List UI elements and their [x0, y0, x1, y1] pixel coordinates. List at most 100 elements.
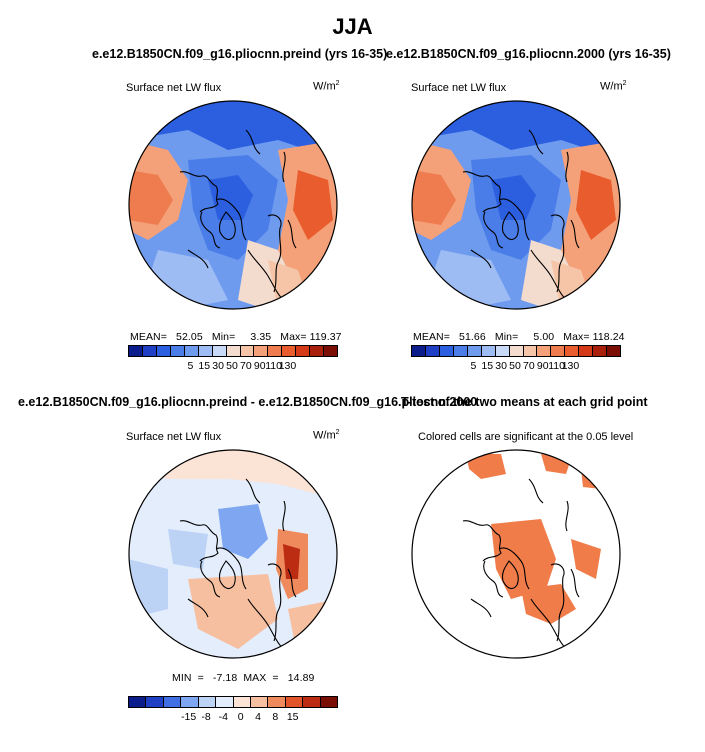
colorbar-cell [212, 346, 227, 356]
colorbar-cell [320, 697, 338, 707]
colorbar-cell [324, 346, 338, 356]
colorbar-cell [593, 346, 608, 356]
colorbar-tick-label: 4 [255, 711, 261, 723]
colorbar-tick-label: 130 [561, 360, 580, 372]
colorbar-cell [453, 346, 468, 356]
colorbar-tick-label: 70 [523, 360, 535, 372]
panel2-variable-label: Surface net LW flux [411, 82, 507, 94]
coastline-segment [187, 249, 209, 269]
colorbar-cell [481, 346, 496, 356]
panel1-colorbar-ticks: 5 15 30 50 70 90 110 130 [128, 360, 336, 374]
panel4-annotation: Colored cells are significant at the 0.0… [418, 431, 634, 443]
panel3-case-title: e.e12.B1850CN.f09_g16.pliocnn.preind - e… [18, 395, 478, 409]
coastline-segment [462, 171, 502, 213]
panel4-map [411, 449, 621, 659]
panel3-colorbar-ticks: -15 -8 -4 0 4 8 15 [128, 711, 336, 725]
colorbar-tick-label: -8 [201, 711, 211, 723]
colorbar-cell [240, 346, 255, 356]
map-boundary [128, 449, 338, 659]
colorbar-cell [216, 697, 234, 707]
colorbar-tick-label: 130 [278, 360, 297, 372]
panel2-case-title: e.e12.B1850CN.f09_g16.pliocnn.2000 (yrs … [386, 47, 671, 61]
coastline-segment [528, 478, 544, 504]
panel1-map [128, 100, 338, 310]
coastline-segment [215, 198, 247, 241]
panel2-colorbar [411, 345, 621, 357]
colorbar-cell [303, 697, 321, 707]
significant-region [571, 539, 601, 579]
panel1-stats: MEAN= 52.05 Min= 3.35 Max= 119.37 [130, 331, 342, 343]
coastline-segment [200, 560, 221, 598]
coastline-segment [247, 598, 285, 650]
colorbar-cell [565, 346, 580, 356]
significant-region [581, 469, 606, 489]
coastline-segment [218, 560, 236, 590]
field-region-low [208, 175, 253, 220]
panel2-units: W/m2 [600, 80, 627, 93]
coastline-segment [483, 560, 504, 598]
map-boundary [128, 100, 338, 310]
colorbar-cell [146, 697, 164, 707]
panel1-units: W/m2 [313, 80, 340, 93]
colorbar-cell [198, 346, 213, 356]
map-boundary [411, 100, 621, 310]
coastline-segment [501, 560, 519, 590]
coastline-segment [267, 214, 282, 293]
coastlines [179, 129, 297, 301]
colorbar-tick-label: 8 [272, 711, 279, 723]
colorbar-cell [551, 346, 566, 356]
coastline-segment [462, 520, 502, 562]
colorbar-cell [233, 697, 251, 707]
colorbar-cell [495, 346, 510, 356]
colorbar-tick-label: 90 [253, 360, 266, 372]
coastline-segment [550, 563, 565, 642]
panel3-stats: MIN = -7.18 MAX = 14.89 [172, 672, 315, 684]
colorbar-tick-label: 30 [212, 360, 224, 372]
colorbar-cell [537, 346, 552, 356]
colorbar-cell [142, 346, 157, 356]
coastline-segment [187, 598, 209, 618]
colorbar-cell [129, 346, 143, 356]
coastline-segment [179, 171, 219, 213]
colorbar-tick-label: 30 [495, 360, 507, 372]
coastline-segment [498, 198, 530, 241]
colorbar-cell [156, 346, 171, 356]
colorbar-tick-label: 110 [548, 360, 565, 372]
colorbar-tick-label: 15 [481, 360, 494, 372]
map-boundary [411, 449, 621, 659]
coastline-segment [470, 598, 492, 618]
coastline-segment [287, 568, 297, 598]
colorbar-cell [439, 346, 454, 356]
colorbar-tick-label: 15 [286, 711, 299, 723]
coastline-segment [570, 568, 580, 598]
coastline-segment [498, 547, 530, 590]
coastline-segment [565, 500, 569, 532]
colorbar-tick-label: 90 [536, 360, 549, 372]
panel1-variable-label: Surface net LW flux [126, 82, 222, 94]
colorbar-tick-label: 70 [240, 360, 252, 372]
colorbar-tick-label: 0 [237, 711, 244, 723]
coastline-segment [245, 129, 261, 155]
panel3-map [128, 449, 338, 659]
coastline-segment [528, 129, 544, 155]
coastline-segment [267, 563, 282, 642]
colorbar-cell [254, 346, 269, 356]
field-region-pos [188, 574, 278, 649]
coastline-segment [470, 249, 492, 269]
significant-region [521, 584, 576, 624]
colorbar-cell [226, 346, 241, 356]
panel2-stats: MEAN= 51.66 Min= 5.00 Max= 118.24 [413, 331, 625, 343]
colorbar-tick-label: 15 [198, 360, 211, 372]
panel4-case-title: T-test of the two means at each grid poi… [401, 395, 648, 409]
colorbar-cell [282, 346, 297, 356]
coastline-segment [287, 219, 297, 249]
panel3-variable-label: Surface net LW flux [126, 431, 222, 443]
colorbar-cell [129, 697, 147, 707]
colorbar-cell [285, 697, 304, 707]
coastline-segment [550, 214, 565, 293]
field-region-low [298, 101, 337, 130]
colorbar-cell [184, 346, 199, 356]
colorbar-tick-label: 110 [265, 360, 282, 372]
colorbar-cell [607, 346, 621, 356]
coastline-segment [218, 211, 236, 241]
